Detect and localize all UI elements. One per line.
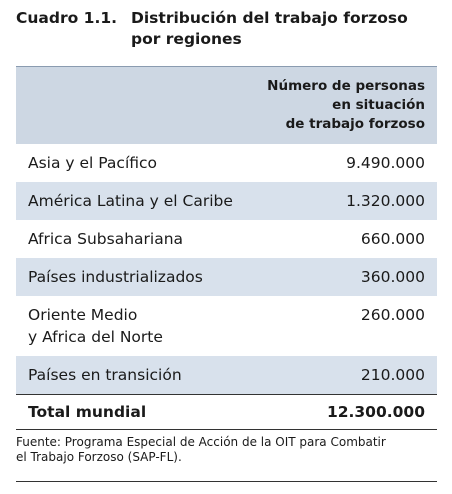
value: 1.320.000 — [252, 182, 437, 220]
total-label: Total mundial — [16, 394, 253, 430]
region: Oriente Medio — [28, 306, 138, 324]
table-label: Cuadro 1.1. — [16, 9, 117, 27]
region-cell: Países en transición — [16, 356, 253, 395]
source-line: el Trabajo Forzoso (SAP-FL). — [16, 450, 182, 464]
row: América Latina y el Caribe 1.320.000 — [16, 182, 437, 220]
rule — [16, 481, 437, 482]
row: Países industrializados 360.000 — [16, 258, 437, 296]
region-cell: Oriente Medio y Africa del Norte — [16, 296, 253, 356]
region-cell: Africa Subsahariana — [16, 220, 253, 258]
region-cell: Asia y el Pacífico — [16, 144, 253, 182]
region: Países industrializados — [28, 268, 203, 286]
source-line: Fuente: Programa Especial de Acción de l… — [16, 435, 386, 449]
title-line: por regiones — [131, 30, 242, 48]
total-value: 12.300.000 — [252, 394, 437, 430]
total-row: Total mundial 12.300.000 — [16, 394, 437, 430]
source: Fuente: Programa Especial de Acción de l… — [16, 435, 386, 465]
region: y Africa del Norte — [28, 328, 163, 346]
region: Africa Subsahariana — [28, 230, 184, 248]
row: Países en transición 210.000 — [16, 356, 437, 395]
value: 260.000 — [360, 306, 425, 324]
region-cell: Países industrializados — [16, 258, 253, 296]
table-title: Distribución del trabajo forzoso por regi… — [131, 8, 408, 50]
value: 210.000 — [252, 356, 437, 395]
column-header-line: en situación — [332, 97, 425, 113]
value: 660.000 — [360, 230, 425, 248]
row: Africa Subsahariana 660.000 — [16, 220, 437, 258]
region: Países en transición — [28, 366, 182, 384]
title-line: Distribución del trabajo forzoso — [131, 9, 408, 27]
value: 360.000 — [252, 258, 437, 296]
region: América Latina y el Caribe — [28, 192, 233, 210]
region-cell: América Latina y el Caribe — [16, 182, 253, 220]
region: Asia y el Pacífico — [28, 154, 158, 172]
column-header-line: Número de personas — [267, 78, 425, 94]
row: Asia y el Pacífico 9.490.000 — [16, 144, 437, 182]
column-header: Número de personas en situación de trabajo… — [252, 66, 437, 144]
table: Número de personas en situación de trabajo… — [16, 66, 437, 430]
column-header-line: de trabajo forzoso — [285, 116, 425, 132]
value: 9.490.000 — [346, 154, 425, 172]
row: Oriente Medio y Africa del Norte 260.000 — [16, 296, 437, 356]
